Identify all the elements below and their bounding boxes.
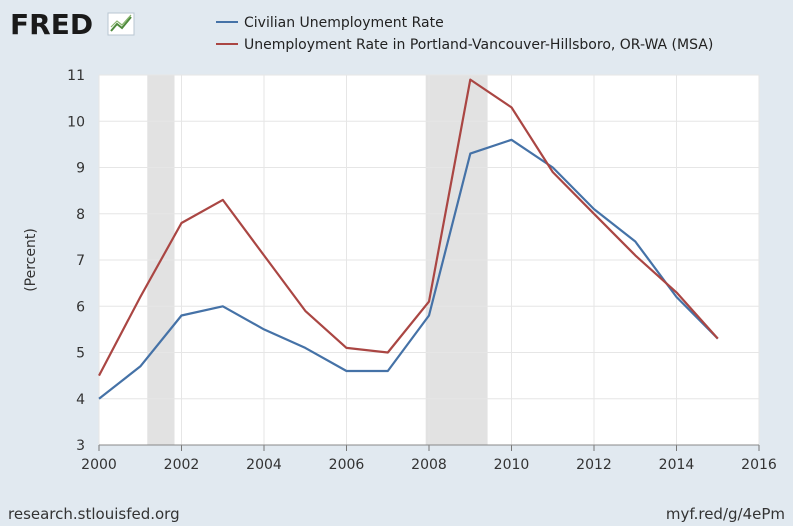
legend-item-series-2[interactable]: Unemployment Rate in Portland-Vancouver-… (216, 37, 713, 53)
y-tick-label: 6 (76, 299, 85, 315)
x-tick-label: 2010 (494, 457, 530, 473)
legend: Civilian Unemployment Rate Unemployment … (216, 15, 713, 53)
footer-short-link[interactable]: myf.red/g/4ePm (666, 505, 785, 523)
legend-label-series-2: Unemployment Rate in Portland-Vancouver-… (244, 37, 713, 53)
y-tick-label: 7 (76, 253, 85, 269)
y-tick-label: 3 (76, 438, 85, 454)
x-tick-label: 2008 (411, 457, 447, 473)
fred-logo-text: FRED (10, 8, 93, 41)
fred-chart-icon (107, 12, 135, 36)
y-tick-label: 10 (67, 114, 85, 130)
series-line-1[interactable] (98, 138, 719, 400)
x-tick-label: 2006 (329, 457, 365, 473)
x-tick-label: 2002 (164, 457, 200, 473)
axis-ticks: 3 4 5 6 7 8 9 10 11 2000 2002 2004 2006 2008 2010 2012 2… (67, 68, 777, 473)
y-axis-title: (Percent) (23, 228, 39, 292)
x-tick-label: 2012 (576, 457, 612, 473)
y-tick-label: 11 (67, 68, 85, 84)
fred-logo[interactable]: FRED (10, 8, 135, 41)
x-tick-label: 2016 (741, 457, 777, 473)
y-tick-label: 9 (76, 161, 85, 177)
x-tick-label: 2014 (659, 457, 695, 473)
legend-label-series-1: Civilian Unemployment Rate (244, 15, 444, 31)
x-tick-label: 2000 (81, 457, 117, 473)
legend-item-series-1[interactable]: Civilian Unemployment Rate (216, 15, 444, 31)
y-tick-label: 8 (76, 207, 85, 223)
footer-source[interactable]: research.stlouisfed.org (8, 505, 180, 523)
series-line-2[interactable] (98, 78, 719, 377)
series-lines (98, 78, 719, 400)
y-tick-label: 4 (76, 392, 85, 408)
gridlines (98, 74, 760, 446)
x-tick-label: 2004 (246, 457, 282, 473)
y-tick-label: 5 (76, 346, 85, 362)
